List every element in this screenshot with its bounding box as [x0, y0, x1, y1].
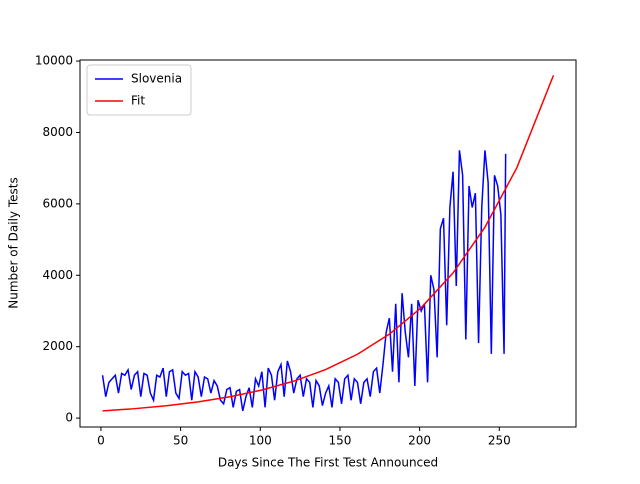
x-tick-label: 50	[173, 434, 188, 448]
x-tick-label: 200	[408, 434, 431, 448]
y-tick-label: 4000	[42, 268, 73, 282]
y-tick-label: 6000	[42, 196, 73, 210]
x-axis-label: Days Since The First Test Announced	[218, 456, 438, 470]
axes-frame	[79, 59, 577, 428]
x-tick-label: 150	[328, 434, 351, 448]
y-tick-label: 2000	[42, 339, 73, 353]
data-line	[101, 150, 507, 412]
x-tick-label: 0	[97, 434, 105, 448]
legend-label: Fit	[131, 94, 145, 108]
legend-label: Slovenia	[131, 72, 182, 86]
y-tick-label: 0	[65, 411, 73, 425]
y-axis-label: Number of Daily Tests	[7, 177, 21, 308]
data-line	[102, 75, 555, 412]
x-tick-label: 250	[488, 434, 511, 448]
x-tick-label: 100	[249, 434, 272, 448]
y-tick-label: 10000	[35, 54, 73, 68]
legend-box	[86, 64, 192, 116]
y-tick-label: 8000	[42, 125, 73, 139]
